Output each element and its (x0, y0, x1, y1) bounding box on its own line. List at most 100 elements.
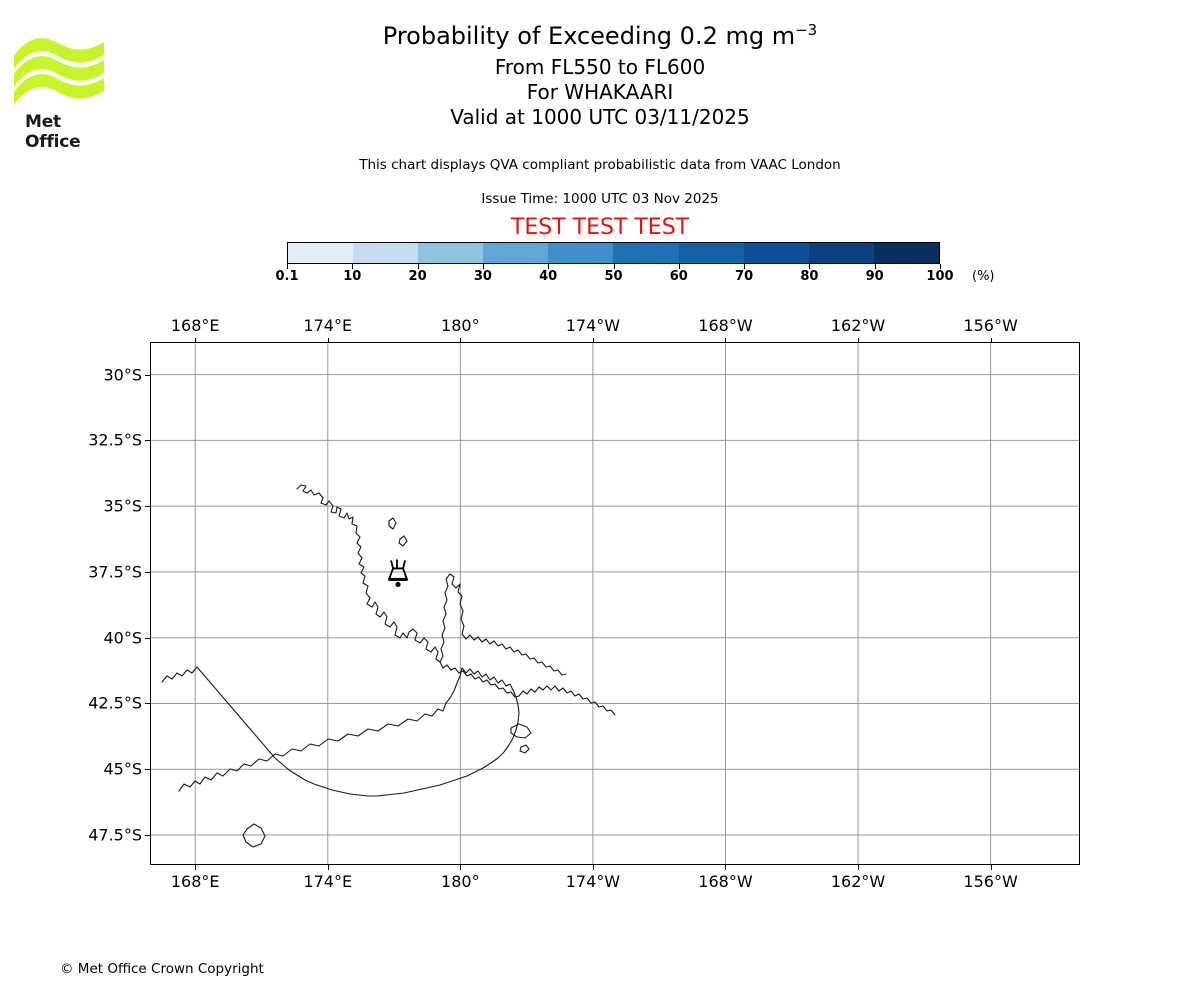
colorbar-band-8 (808, 243, 874, 263)
lon-tick-mark-168°E-1 (195, 865, 197, 870)
colorbar-tick-30 (482, 264, 484, 269)
colorbar-tick-100 (940, 264, 941, 269)
colorbar-unit-label: (%) (972, 269, 995, 284)
lon-tick-mark-168°W-0 (725, 338, 727, 343)
lon-tick-mark-174°W-1 (592, 865, 594, 870)
lon-tick-label-bottom-174°E: 174°E (303, 872, 353, 891)
colorbar-band-1 (353, 243, 419, 263)
lon-tick-label-top-168°W: 168°W (698, 316, 753, 335)
colorbar-tick-90 (874, 264, 876, 269)
copyright-text: © Met Office Crown Copyright (60, 961, 264, 977)
colorbar-tick-label-60: 60 (669, 269, 688, 284)
lon-tick-label-bottom-168°W: 168°W (698, 872, 753, 891)
colorbar-tick-80 (809, 264, 811, 269)
volcano-name-line: For WHAKAARI (526, 80, 674, 104)
colorbar-bands (287, 242, 940, 264)
map-plot-area[interactable] (150, 342, 1080, 865)
colorbar-tick-label-70: 70 (735, 269, 754, 284)
colorbar-tick-label-10: 10 (343, 269, 362, 284)
colorbar-tick-20 (417, 264, 419, 269)
colorbar-tick-50 (613, 264, 615, 269)
lon-tick-label-top-168°E: 168°E (170, 316, 220, 335)
colorbar-tick-label-40: 40 (539, 269, 558, 284)
lon-tick-mark-168°W-1 (725, 865, 727, 870)
colorbar-band-5 (613, 243, 679, 263)
colorbar-tick-0.1 (287, 264, 288, 269)
lon-tick-label-top-162°W: 162°W (830, 316, 886, 335)
lat-tick-label-42.5°S: 42.5°S (88, 693, 142, 713)
lon-tick-label-top-174°W: 174°W (565, 316, 621, 335)
lat-tick-label-40°S: 40°S (103, 628, 142, 648)
colorbar-tick-label-0.1: 0.1 (275, 269, 299, 284)
title-text: Probability of Exceeding 0.2 mg m (382, 22, 796, 50)
lon-tick-label-top-156°W: 156°W (963, 316, 1018, 335)
lat-tick-label-45°S: 45°S (103, 759, 142, 779)
lon-tick-mark-156°W-1 (990, 865, 992, 870)
colorbar-band-6 (678, 243, 744, 263)
map-gridlines (151, 343, 1079, 864)
lat-tick-mark-40°S (145, 637, 150, 639)
lon-tick-label-top-180°: 180° (441, 316, 480, 335)
colorbar-band-2 (418, 243, 484, 263)
colorbar-tick-label-90: 90 (865, 269, 884, 284)
lon-tick-mark-174°W-0 (592, 338, 594, 343)
page-title: Probability of Exceeding 0.2 mg m−3 (0, 21, 1200, 52)
chart-title-block: Probability of Exceeding 0.2 mg m−3 From… (0, 21, 1200, 129)
lon-tick-mark-180°-0 (460, 338, 462, 343)
map-canvas (151, 343, 1079, 864)
lon-tick-mark-174°E-0 (327, 338, 329, 343)
compliance-note: This chart displays QVA compliant probab… (359, 157, 841, 173)
colorbar-band-3 (483, 243, 549, 263)
lat-tick-label-32.5°S: 32.5°S (88, 430, 142, 450)
colorbar-band-9 (873, 243, 939, 263)
colorbar-band-7 (743, 243, 809, 263)
colorbar-tick-label-20: 20 (408, 269, 427, 284)
lon-tick-label-bottom-174°W: 174°W (565, 872, 621, 891)
lat-tick-label-47.5°S: 47.5°S (88, 825, 142, 845)
lat-tick-mark-30°S (145, 374, 150, 376)
colorbar-tick-label-100: 100 (926, 269, 954, 284)
valid-time-line: Valid at 1000 UTC 03/11/2025 (450, 105, 750, 129)
colorbar-tick-40 (548, 264, 550, 269)
colorbar-band-4 (548, 243, 614, 263)
lon-tick-mark-180°-1 (460, 865, 462, 870)
coastlines (161, 484, 616, 848)
lon-tick-mark-156°W-0 (990, 338, 992, 343)
colorbar-tick-10 (352, 264, 354, 269)
lon-tick-label-bottom-156°W: 156°W (963, 872, 1018, 891)
lat-tick-mark-37.5°S (145, 571, 150, 573)
volcano-marker[interactable] (387, 559, 409, 588)
lon-tick-mark-174°E-1 (327, 865, 329, 870)
colorbar-tick-70 (744, 264, 746, 269)
colorbar-tick-label-80: 80 (800, 269, 819, 284)
lat-tick-mark-42.5°S (145, 703, 150, 705)
colorbar-tick-60 (678, 264, 680, 269)
issue-time: Issue Time: 1000 UTC 03 Nov 2025 (481, 191, 719, 207)
volcano-icon-whakaari[interactable] (387, 559, 409, 588)
lon-tick-mark-162°W-0 (858, 338, 860, 343)
lat-tick-label-37.5°S: 37.5°S (88, 562, 142, 582)
lat-tick-mark-47.5°S (145, 835, 150, 837)
lon-tick-mark-168°E-0 (195, 338, 197, 343)
volcano-location-dot (395, 581, 401, 588)
lat-tick-label-30°S: 30°S (103, 365, 142, 385)
colorbar-band-0 (288, 243, 354, 263)
lat-tick-mark-32.5°S (145, 440, 150, 442)
lon-tick-label-bottom-162°W: 162°W (830, 872, 886, 891)
lon-tick-label-top-174°E: 174°E (303, 316, 353, 335)
met-office-wave-logo (14, 38, 104, 105)
probability-colorbar (287, 242, 940, 264)
colorbar-tick-label-50: 50 (604, 269, 623, 284)
lon-tick-label-bottom-180°: 180° (441, 872, 480, 891)
lon-tick-mark-162°W-1 (858, 865, 860, 870)
logo-wordmark: Met Office (25, 112, 81, 152)
colorbar-ticks (287, 264, 941, 270)
title-exponent: −3 (795, 21, 818, 39)
colorbar-tick-label-30: 30 (473, 269, 492, 284)
lat-tick-mark-45°S (145, 769, 150, 771)
flight-level-line: From FL550 to FL600 (494, 55, 706, 79)
colorbar-tick-labels: 0.1 10 20 30 40 50 60 70 80 90 100 (275, 269, 953, 287)
lon-tick-label-bottom-168°E: 168°E (170, 872, 220, 891)
met-office-logo: Met Office (12, 24, 120, 152)
lat-tick-label-35°S: 35°S (103, 496, 142, 516)
